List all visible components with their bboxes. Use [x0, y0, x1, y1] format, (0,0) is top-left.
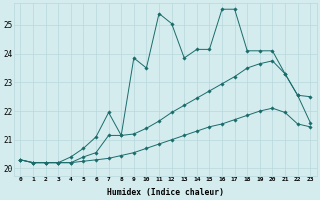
X-axis label: Humidex (Indice chaleur): Humidex (Indice chaleur) [107, 188, 224, 197]
